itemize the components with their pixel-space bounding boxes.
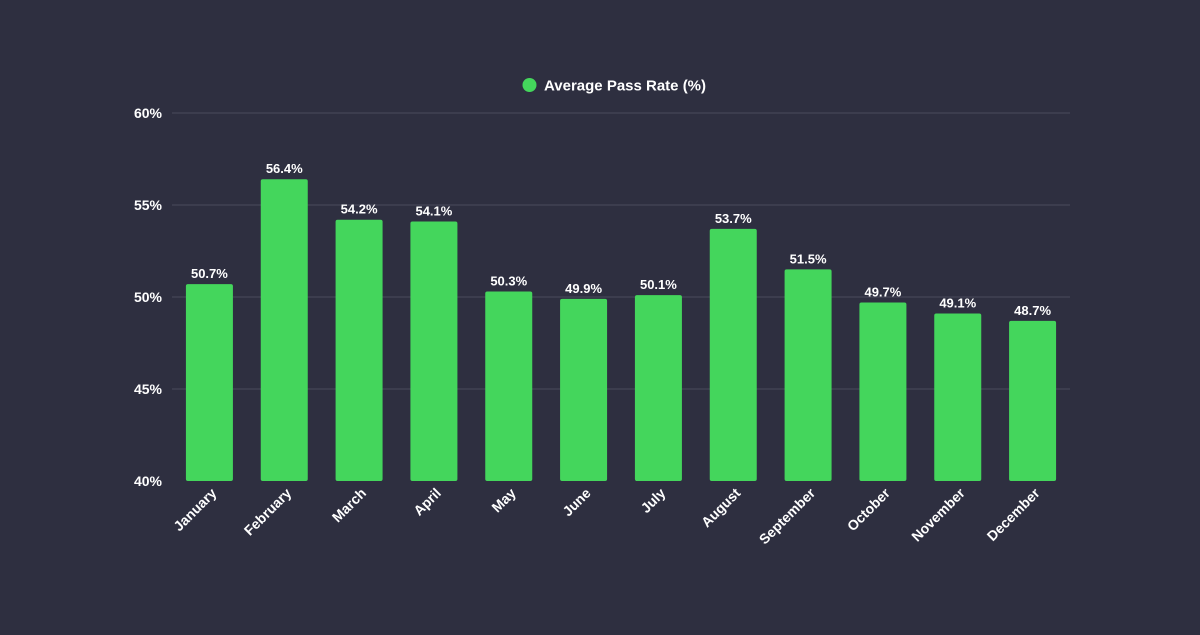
- bar-november[interactable]: [934, 313, 982, 481]
- data-label: 54.2%: [341, 202, 378, 217]
- x-tick-label: October: [844, 484, 894, 534]
- bar-february[interactable]: [260, 179, 308, 482]
- bars: [185, 179, 1057, 482]
- x-tick-label: February: [241, 485, 295, 539]
- data-label: 53.7%: [715, 211, 752, 226]
- bar-april[interactable]: [410, 221, 458, 481]
- data-label: 48.7%: [1014, 303, 1051, 318]
- legend: Average Pass Rate (%): [522, 78, 706, 95]
- data-label: 51.5%: [790, 251, 827, 266]
- data-label: 50.1%: [640, 277, 677, 292]
- y-tick-label: 60%: [134, 105, 163, 121]
- x-tick-label: March: [329, 485, 369, 525]
- x-tick-label: July: [637, 485, 668, 516]
- x-tick-label: June: [559, 485, 594, 520]
- legend-label[interactable]: Average Pass Rate (%): [544, 78, 706, 95]
- x-tick-label: August: [698, 485, 744, 531]
- gridlines: [172, 112, 1070, 390]
- data-label: 50.7%: [191, 266, 228, 281]
- bar-october[interactable]: [859, 302, 907, 481]
- data-label: 49.9%: [565, 281, 602, 296]
- bar-january[interactable]: [185, 284, 233, 481]
- x-tick-label: April: [410, 485, 444, 519]
- y-tick-label: 40%: [134, 473, 163, 489]
- data-label: 56.4%: [266, 161, 303, 176]
- data-label: 49.7%: [864, 285, 901, 300]
- bar-june[interactable]: [560, 298, 608, 481]
- bar-september[interactable]: [784, 269, 832, 481]
- data-labels: 50.7% 56.4% 54.2% 54.1% 50.3% 49.9% 50.1% 53.7%…: [191, 161, 1051, 318]
- bar-july[interactable]: [634, 295, 682, 481]
- x-tick-label: November: [908, 484, 968, 544]
- data-label: 50.3%: [490, 273, 527, 288]
- x-tick-label: December: [984, 484, 1044, 544]
- bar-august[interactable]: [709, 228, 757, 481]
- data-label: 54.1%: [415, 204, 452, 219]
- x-tick-label: May: [488, 485, 519, 516]
- x-tick-label: January: [170, 485, 219, 534]
- x-tick-label: September: [756, 484, 819, 547]
- legend-marker[interactable]: [522, 78, 537, 92]
- data-label: 49.1%: [939, 296, 976, 311]
- y-axis-ticks: 40% 45% 50% 55% 60%: [134, 105, 163, 489]
- bar-march[interactable]: [335, 219, 383, 481]
- y-tick-label: 45%: [134, 381, 163, 397]
- y-tick-label: 50%: [134, 289, 163, 305]
- bar-december[interactable]: [1009, 320, 1057, 481]
- bar-may[interactable]: [485, 291, 533, 481]
- y-tick-label: 55%: [134, 197, 163, 213]
- x-axis-labels: January February March April May June July Augu…: [170, 484, 1043, 547]
